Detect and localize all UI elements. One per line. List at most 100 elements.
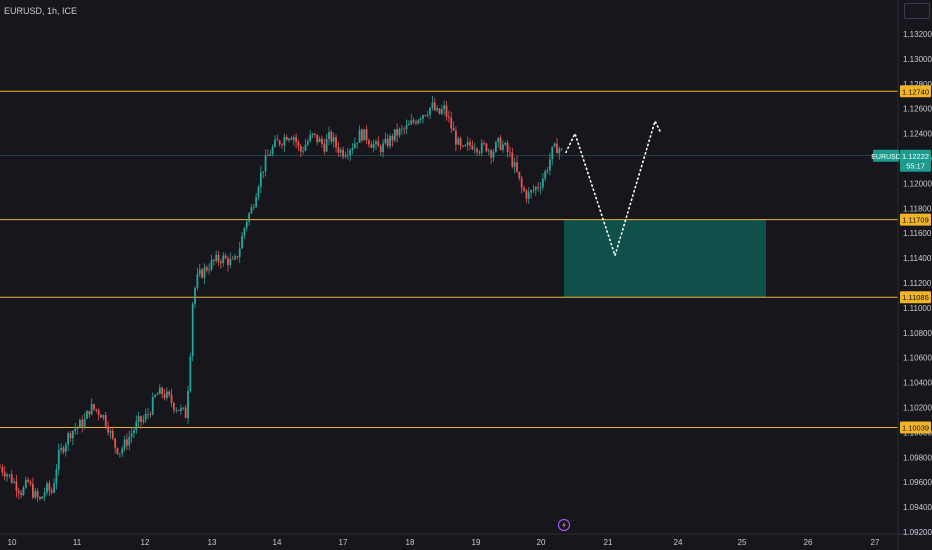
candle-body: [459, 138, 462, 146]
x-tick-label: 19: [472, 538, 481, 547]
candle-body: [8, 474, 11, 476]
price-axis[interactable]: 1.13200 1.13000 1.12800 1.12600 1.12400 1.122…: [903, 30, 932, 537]
candle-body: [36, 491, 39, 498]
candle-body: [398, 128, 401, 136]
candle-body: [116, 447, 119, 454]
candle-body: [370, 144, 373, 148]
candle-body: [151, 397, 154, 415]
candle-body: [415, 121, 417, 124]
candle-body: [229, 258, 232, 266]
candle-body: [60, 447, 62, 450]
candle-body: [433, 102, 436, 111]
candle-body: [335, 137, 337, 148]
candle-body: [363, 129, 366, 141]
x-tick-label: 11: [73, 538, 82, 547]
projection-dotted-path: [565, 118, 661, 259]
candle-body: [0, 467, 1, 469]
candle-body: [34, 491, 37, 498]
candle-body: [424, 115, 427, 116]
candle-body: [1, 467, 4, 473]
candle-body: [292, 137, 295, 140]
candle-body: [316, 134, 319, 143]
candle-body: [83, 418, 86, 428]
candle-body: [426, 114, 429, 116]
demand-zone: [564, 219, 766, 298]
candle-body: [163, 394, 166, 398]
candle-body: [436, 108, 438, 111]
candle-body: [393, 129, 396, 141]
candle-body: [290, 138, 293, 140]
candle-body: [483, 142, 485, 144]
level-badge: [900, 421, 931, 434]
level-badges-layer: 1.12740 1.11709 1.11086 1.10039 EURUSD 1.1222…: [871, 85, 931, 434]
candle-body: [410, 120, 413, 125]
candle-body: [379, 146, 382, 153]
candle-body: [455, 130, 457, 145]
candle-body: [201, 269, 203, 278]
y-tick-label: 1.12600: [903, 105, 932, 114]
y-tick-label: 1.11400: [903, 254, 932, 263]
candle-body: [15, 481, 18, 491]
candle-body: [255, 197, 258, 208]
candle-body: [250, 207, 253, 214]
candle-body: [558, 148, 561, 154]
candle-body: [220, 261, 222, 264]
candle-body: [506, 142, 509, 152]
candle-body: [55, 469, 58, 484]
x-tick-label: 25: [738, 538, 747, 547]
candle-body: [187, 390, 189, 419]
candle-body: [480, 142, 483, 153]
candle-body: [325, 139, 328, 152]
y-tick-label: 1.12000: [903, 179, 932, 188]
candle-body: [504, 142, 507, 145]
candle-body: [351, 148, 354, 150]
candle-body: [74, 428, 77, 431]
candle-body: [509, 151, 511, 153]
level-badge-label: 1.12740: [902, 87, 929, 96]
chart-settings-box[interactable]: [904, 3, 930, 19]
candle-body: [231, 258, 234, 260]
y-tick-label: 1.10800: [903, 329, 932, 338]
symbol-title: EURUSD, 1h, ICE: [4, 6, 78, 16]
candle-body: [353, 143, 356, 149]
event-icon[interactable]: [557, 518, 571, 532]
time-axis[interactable]: 10 11 12 13 14 17 18 19 20 21 24 25 26 27: [8, 538, 880, 547]
candle-body: [295, 137, 297, 143]
y-tick-label: 1.11800: [903, 204, 932, 213]
candle-body: [184, 407, 187, 419]
candle-body: [102, 415, 105, 418]
candle-body: [466, 142, 469, 146]
candle-body: [403, 128, 406, 130]
candle-body: [306, 141, 309, 145]
candle-body: [109, 430, 112, 433]
candle-body: [6, 474, 8, 477]
candle-body: [27, 479, 30, 483]
candle-body: [222, 255, 225, 264]
candle-body: [114, 438, 117, 448]
candle-body: [227, 258, 229, 266]
candle-body: [271, 146, 274, 155]
candle-body: [100, 415, 102, 418]
candle-body: [457, 138, 460, 145]
candle-body: [10, 474, 13, 483]
candle-body: [269, 154, 272, 156]
candle-body: [485, 143, 488, 152]
level-badge-label: 1.10039: [902, 424, 929, 433]
level-badge-label: 1.11086: [902, 293, 929, 302]
candle-body: [450, 117, 453, 129]
candle-body: [372, 144, 375, 148]
candle-body: [180, 407, 182, 411]
candle-body: [283, 136, 286, 146]
y-tick-label: 1.11000: [903, 304, 932, 313]
candle-body: [144, 414, 147, 420]
candle-body: [445, 105, 448, 117]
candle-body: [471, 145, 474, 150]
x-tick-label: 13: [208, 538, 217, 547]
candle-body: [121, 448, 124, 454]
candle-body: [323, 143, 326, 152]
candle-body: [447, 116, 450, 118]
candle-body: [243, 227, 246, 236]
candle-body: [342, 149, 344, 157]
candle-body: [318, 138, 321, 143]
